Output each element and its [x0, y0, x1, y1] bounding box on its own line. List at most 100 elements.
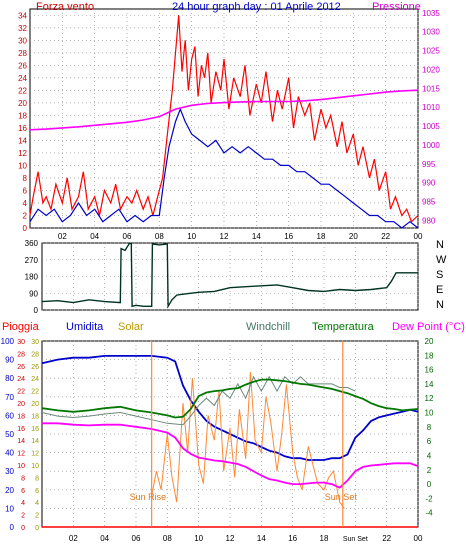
- series-line-temperatura: [41, 378, 419, 419]
- pressure-tick-label: 1005: [422, 122, 440, 131]
- direction-tick-label: 0: [34, 306, 39, 315]
- solar-tick-label: 22: [31, 389, 39, 396]
- series-line-windchill: [41, 375, 356, 426]
- compass-label: S: [436, 269, 443, 281]
- series-line-pressione: [29, 89, 419, 131]
- rain-tick-label: 0: [21, 525, 25, 532]
- wind-tick-label: 34: [18, 11, 27, 20]
- wind-tick-label: 0: [23, 224, 28, 233]
- temperature-tick-label: 10: [425, 409, 434, 418]
- pressure-tick-label: 1000: [422, 141, 440, 150]
- wind-tick-label: 12: [18, 149, 27, 158]
- x-tick-label: 04: [90, 232, 99, 241]
- direction-tick-label: 360: [25, 239, 39, 248]
- rain-tick-label: 8: [21, 475, 25, 482]
- solar-tick-label: 12: [31, 451, 39, 458]
- rain-tick-label: 2: [21, 513, 25, 520]
- rain-tick-label: 30: [17, 339, 25, 346]
- weather-x-axis-ticks: 02 04 06 08 10 12 14 16 18 Sun Set 22 00: [69, 534, 423, 543]
- x-tick-label: 16: [288, 534, 297, 543]
- wind-tick-label: 10: [18, 161, 27, 170]
- compass-label: N: [436, 239, 444, 251]
- x-tick-label: 08: [155, 232, 164, 241]
- humidity-tick-label: 10: [5, 504, 14, 513]
- rain-tick-label: 26: [17, 364, 25, 371]
- legend-label: Pioggia: [2, 321, 40, 333]
- x-tick-label: 04: [100, 534, 109, 543]
- rain-tick-label: 20: [17, 401, 25, 408]
- legend-label: Temperatura: [312, 321, 375, 333]
- wind-tick-label: 32: [18, 24, 27, 33]
- x-tick-label: 10: [187, 232, 196, 241]
- wind-tick-label: 6: [23, 186, 28, 195]
- wind-tick-label: 2: [23, 211, 28, 220]
- pressure-tick-label: 1010: [422, 103, 440, 112]
- x-tick-label: 14: [252, 232, 261, 241]
- temperature-tick-label: 8: [427, 423, 432, 432]
- x-tick-label: 00: [414, 232, 423, 241]
- pressure-tick-label: 980: [422, 216, 436, 225]
- temperature-tick-label: 6: [427, 437, 432, 446]
- humidity-tick-label: 50: [5, 430, 14, 439]
- direction-tick-label: 270: [25, 256, 39, 265]
- compass-label: E: [436, 284, 443, 296]
- temperature-tick-label: 2: [427, 466, 432, 475]
- solar-tick-label: 6: [35, 488, 39, 495]
- wind-pressure-series: [29, 15, 419, 229]
- solar-tick-label: 10: [31, 463, 39, 470]
- wind-tick-label: 28: [18, 49, 27, 58]
- rain-tick-label: 28: [17, 351, 25, 358]
- humidity-tick-label: 70: [5, 393, 14, 402]
- solar-tick-label: 8: [35, 475, 39, 482]
- pressure-axis-ticks: 980 985 990 995 1000 1005 1010 1015 1020 1025 1030…: [422, 9, 440, 226]
- rain-tick-label: 6: [21, 488, 25, 495]
- solar-tick-label: 26: [31, 364, 39, 371]
- solar-tick-label: 4: [35, 500, 39, 507]
- direction-tick-label: 90: [29, 289, 38, 298]
- x-tick-label: 18: [320, 534, 329, 543]
- humidity-tick-label: 40: [5, 449, 14, 458]
- legend-label: Solar: [118, 321, 144, 333]
- sun-rise-label: Sun Rise: [130, 492, 167, 502]
- wind-tick-label: 26: [18, 61, 27, 70]
- temperature-tick-label: -4: [425, 509, 433, 518]
- weather-series: [41, 354, 419, 528]
- series-line-wind-direction: [41, 242, 418, 309]
- humidity-tick-label: 80: [5, 374, 14, 383]
- pressure-tick-label: 1030: [422, 28, 440, 37]
- wind-tick-label: 14: [18, 136, 27, 145]
- x-tick-label: 12: [220, 232, 229, 241]
- weather-axis-ticks: 0102030405060708090100024681012141618202…: [1, 337, 434, 532]
- legend-label: Umidita: [66, 321, 104, 333]
- pressure-tick-label: 1015: [422, 84, 440, 93]
- solar-tick-label: 16: [31, 426, 39, 433]
- x-tick-label: 22: [381, 232, 390, 241]
- solar-tick-label: 14: [31, 438, 39, 445]
- x-tick-label: 06: [123, 232, 132, 241]
- rain-tick-label: 16: [17, 426, 25, 433]
- wind-tick-label: 22: [18, 86, 27, 95]
- wind-tick-label: 20: [18, 99, 27, 108]
- rain-tick-label: 18: [17, 413, 25, 420]
- wind-direction-grid: [42, 242, 419, 311]
- wind-axis-label: Forza vento: [36, 1, 94, 13]
- rain-tick-label: 4: [21, 500, 25, 507]
- series-line-solar: [151, 371, 345, 509]
- pressure-tick-label: 1025: [422, 47, 440, 56]
- solar-tick-label: 2: [35, 513, 39, 520]
- x-tick-label: 16: [284, 232, 293, 241]
- humidity-tick-label: 60: [5, 411, 14, 420]
- pressure-tick-label: 990: [422, 179, 436, 188]
- x-tick-label: 00: [414, 534, 423, 543]
- humidity-tick-label: 20: [5, 486, 14, 495]
- temperature-tick-label: 14: [425, 380, 434, 389]
- pressure-axis-label: Pressione: [372, 1, 421, 13]
- series-line-dew-point-c-: [42, 422, 419, 489]
- temperature-tick-label: 18: [425, 351, 434, 360]
- legend-label: Windchill: [246, 321, 290, 333]
- x-tick-label: 22: [382, 534, 391, 543]
- wind-direction-axis-ticks: 0 90 180 270 360: [25, 239, 39, 315]
- wind-tick-label: 30: [18, 36, 27, 45]
